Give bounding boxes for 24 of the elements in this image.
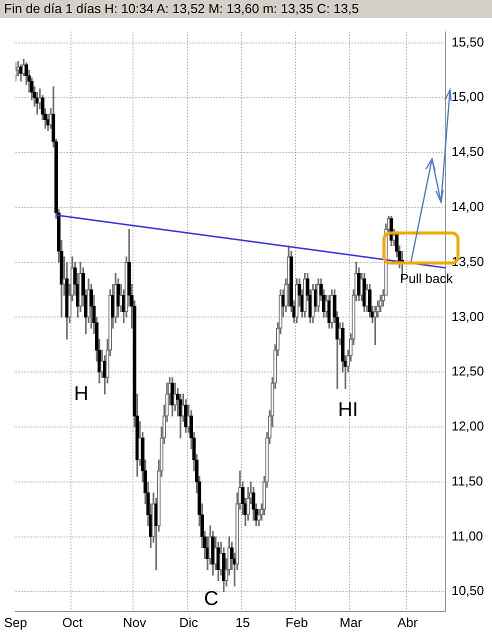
chart-title: Fin de día 1 días H: 10:34 A: 13,52 M: 13,60 m: 13,35 C: 13,5	[0, 0, 492, 18]
annotation: Pull back	[400, 271, 453, 286]
candlestick	[294, 278, 299, 324]
x-tick-label: Dic	[179, 614, 198, 630]
y-tick-label: 14,00	[451, 199, 484, 214]
x-tick-label: 15	[235, 614, 250, 630]
x-tick-label: Nov	[122, 614, 147, 630]
y-tick-label: 15,50	[451, 34, 484, 50]
annotation: H	[74, 383, 88, 406]
y-tick-label: 10,50	[451, 583, 484, 598]
y-tick-label: 15,00	[451, 89, 484, 104]
annotation: HI	[338, 399, 358, 422]
x-tick-label: Mar	[340, 614, 363, 630]
y-tick-label: 12,00	[451, 418, 484, 434]
annotation: C	[204, 588, 218, 611]
x-tick-label: Oct	[62, 614, 83, 630]
y-tick-label: 13,00	[451, 308, 484, 324]
y-tick-label: 11,00	[451, 528, 484, 544]
x-tick-label: Sep	[4, 614, 28, 630]
y-tick-label: 12,50	[451, 364, 484, 379]
y-tick-label: 14,50	[451, 144, 484, 160]
x-tick-label: Abr	[398, 614, 418, 630]
x-tick-label: Feb	[286, 614, 308, 630]
y-tick-label: 11,50	[451, 473, 484, 488]
